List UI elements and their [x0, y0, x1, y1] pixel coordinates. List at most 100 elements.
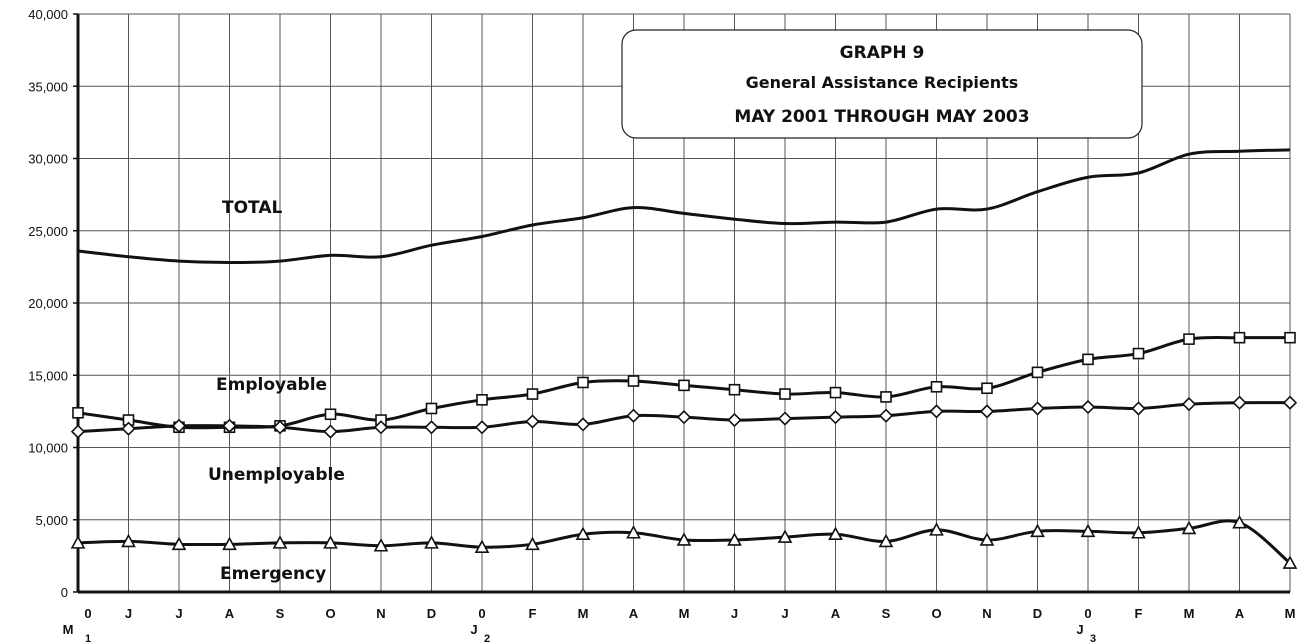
data-point-unemployable	[424, 420, 439, 435]
series	[70, 148, 1298, 569]
data-point-employable	[1183, 333, 1195, 345]
axes	[73, 13, 1290, 594]
data-point-emergency	[424, 535, 439, 549]
data-point-emergency	[474, 539, 490, 554]
data-point-employable	[425, 402, 438, 415]
data-point-unemployable	[474, 420, 490, 435]
x-tick-label: D	[427, 606, 436, 621]
x-tick-label: F	[529, 606, 537, 621]
y-tick-label: 35,000	[28, 79, 68, 94]
year-mark-number: 1	[85, 633, 91, 644]
data-point-employable	[728, 383, 741, 396]
x-tick-label: M	[679, 606, 690, 621]
x-tick-label: N	[982, 606, 991, 621]
x-tick-label: A	[1235, 606, 1245, 621]
series-labels: TOTAL Employable Unemployable Emergency	[208, 198, 345, 584]
data-point-unemployable	[929, 404, 944, 419]
data-point-unemployable	[727, 412, 742, 428]
data-point-unemployable	[70, 424, 86, 439]
data-point-emergency	[1030, 523, 1045, 538]
x-tick-label: N	[376, 606, 385, 621]
x-tick-label: D	[1033, 606, 1042, 621]
y-tick-label: 15,000	[28, 368, 68, 383]
data-point-employable	[627, 375, 640, 387]
data-point-unemployable	[1181, 397, 1197, 412]
series-label-total: TOTAL	[222, 198, 282, 218]
data-point-emergency	[979, 532, 995, 546]
data-point-employable	[526, 388, 539, 400]
y-tick-label: 5,000	[35, 513, 68, 528]
data-point-unemployable	[828, 410, 843, 425]
data-point-employable	[72, 407, 84, 419]
data-point-emergency	[121, 533, 136, 548]
y-tick-label: 0	[61, 585, 68, 600]
year-mark-letter: M	[63, 622, 74, 637]
chart-date-range: MAY 2001 THROUGH MAY 2003	[734, 107, 1029, 127]
grid	[78, 13, 1291, 592]
data-point-employable	[880, 391, 892, 403]
series-label-unemployable: Unemployable	[208, 465, 345, 485]
series-label-emergency: Emergency	[220, 564, 326, 584]
data-point-emergency	[1181, 520, 1197, 535]
data-point-emergency	[777, 529, 793, 543]
data-point-employable	[476, 394, 488, 406]
x-tick-label: S	[882, 606, 891, 621]
x-tick-label: J	[125, 606, 132, 621]
data-point-unemployable	[272, 420, 288, 435]
data-point-employable	[1233, 331, 1246, 344]
x-tick-label: O	[325, 606, 335, 621]
data-point-emergency	[929, 522, 944, 536]
data-point-employable	[577, 376, 589, 389]
x-tick-label: A	[629, 606, 639, 621]
title-box: GRAPH 9 General Assistance Recipients MA…	[621, 29, 1143, 139]
data-point-unemployable	[171, 418, 187, 433]
data-point-emergency	[828, 526, 843, 541]
data-point-unemployable	[878, 408, 894, 423]
year-mark-letter: J	[470, 622, 477, 637]
data-point-unemployable	[1030, 401, 1045, 416]
y-tick-label: 25,000	[28, 224, 68, 239]
data-point-employable	[930, 381, 943, 393]
x-tick-label: O	[931, 606, 941, 621]
data-point-unemployable	[1080, 399, 1096, 415]
data-point-emergency	[272, 535, 288, 549]
data-point-emergency	[575, 526, 591, 541]
x-tick-label: 0	[1084, 606, 1091, 621]
data-point-unemployable	[626, 408, 641, 423]
chart-subtitle: General Assistance Recipients	[746, 73, 1019, 92]
data-point-employable	[678, 379, 690, 392]
x-tick-label: M	[1184, 606, 1195, 621]
data-point-emergency	[222, 536, 237, 551]
data-point-unemployable	[979, 404, 995, 419]
data-point-unemployable	[323, 424, 338, 439]
data-point-unemployable	[222, 418, 237, 433]
data-point-employable	[1132, 347, 1145, 360]
data-point-unemployable	[777, 411, 793, 426]
data-point-emergency	[676, 532, 692, 546]
year-mark-letter: J	[1076, 622, 1083, 637]
y-tick-label: 20,000	[28, 296, 68, 311]
data-point-unemployable	[373, 420, 389, 435]
x-tick-label: A	[225, 606, 235, 621]
data-point-unemployable	[1282, 395, 1298, 410]
data-point-employable	[981, 382, 993, 395]
data-point-emergency	[171, 536, 187, 551]
data-point-emergency	[1131, 525, 1146, 539]
x-tick-label: F	[1135, 606, 1143, 621]
y-tick-labels: 0 5,000 10,000 15,000 20,000 25,000 30,000 35,0…	[28, 7, 68, 600]
year-mark-number: 3	[1090, 633, 1096, 644]
series-label-employable: Employable	[216, 375, 327, 395]
data-point-emergency	[878, 533, 894, 548]
data-point-emergency	[626, 525, 641, 539]
data-point-emergency	[323, 535, 338, 549]
data-point-emergency	[727, 532, 742, 546]
y-tick-label: 30,000	[28, 152, 68, 167]
series-line-total	[77, 148, 1291, 265]
chart-title: GRAPH 9	[840, 43, 925, 63]
data-point-unemployable	[525, 414, 540, 429]
data-point-emergency	[1282, 555, 1298, 569]
x-tick-label: S	[276, 606, 285, 621]
data-point-unemployable	[1232, 395, 1247, 410]
